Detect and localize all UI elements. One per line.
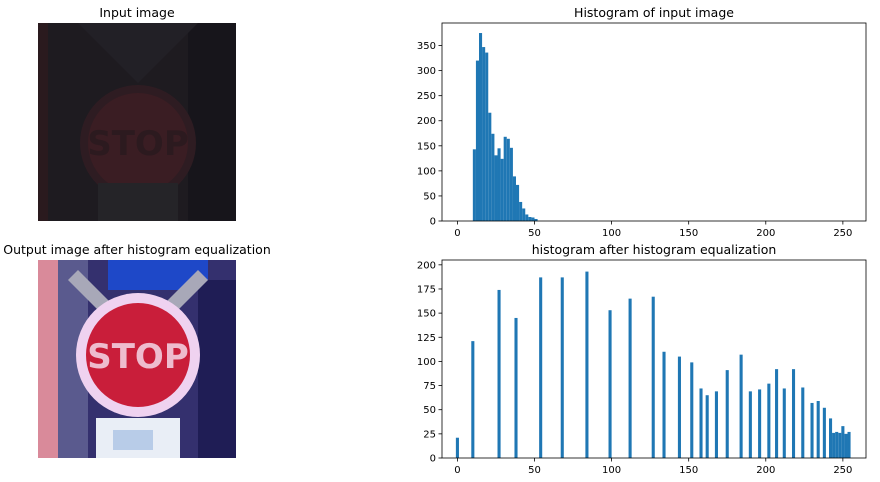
chart1-xtick-label: 150 bbox=[679, 228, 698, 239]
chart2-ytick-label: 75 bbox=[423, 381, 436, 392]
chart2-bar bbox=[832, 432, 836, 458]
chart2-xtick-label: 100 bbox=[602, 465, 621, 476]
chart2-bar bbox=[714, 391, 718, 458]
chart2-bar bbox=[844, 433, 848, 458]
chart1-title: Histogram of input image bbox=[574, 5, 734, 20]
chart2-bar bbox=[816, 401, 820, 458]
chart2-xtick-label: 250 bbox=[833, 465, 852, 476]
output-image-title: Output image after histogram equalizatio… bbox=[3, 242, 271, 257]
chart2-bar bbox=[628, 298, 632, 458]
chart1-xtick-label: 200 bbox=[756, 228, 775, 239]
chart2-bar bbox=[767, 383, 771, 458]
chart2-ytick-label: 50 bbox=[423, 405, 436, 416]
chart2-bar bbox=[705, 395, 709, 458]
input-image: STOP bbox=[38, 23, 236, 221]
chart1-bar bbox=[491, 133, 495, 221]
chart2-bar bbox=[791, 369, 796, 458]
chart2-xtick-label: 0 bbox=[454, 465, 460, 476]
chart1-bar bbox=[509, 147, 513, 221]
chart2-frame bbox=[441, 259, 867, 459]
chart2-bar bbox=[690, 362, 694, 458]
chart2-bar bbox=[699, 388, 703, 458]
chart2-bar bbox=[838, 432, 842, 458]
chart1-bar bbox=[475, 60, 479, 222]
chart1-bar bbox=[482, 47, 486, 222]
chart1-frame bbox=[441, 22, 867, 222]
chart1-bar bbox=[479, 33, 483, 221]
chart2-bar bbox=[725, 370, 729, 458]
chart1-bar bbox=[534, 218, 538, 221]
chart1-bar bbox=[488, 112, 492, 221]
chart2-bar bbox=[822, 407, 826, 458]
chart1-bar bbox=[494, 155, 498, 221]
chart1-ytick-label: 250 bbox=[417, 91, 436, 102]
chart2-bar bbox=[748, 391, 752, 458]
chart2-bar bbox=[801, 387, 805, 458]
chart2-xtick-label: 150 bbox=[679, 465, 698, 476]
chart2-bar bbox=[775, 369, 779, 458]
chart1-xtick-label: 0 bbox=[454, 228, 460, 239]
chart1-ytick-label: 350 bbox=[417, 41, 436, 52]
chart1-bar bbox=[531, 217, 535, 221]
chart2-xtick-label: 50 bbox=[528, 465, 541, 476]
chart2-bar bbox=[662, 351, 666, 458]
chart2-bar bbox=[841, 426, 845, 458]
chart2-ytick-label: 0 bbox=[430, 454, 436, 465]
output-image: STOP bbox=[38, 260, 236, 458]
chart1-bar bbox=[497, 148, 501, 221]
input-image-graphic: STOP bbox=[38, 23, 236, 221]
chart2-bar bbox=[782, 388, 786, 458]
chart2-bar bbox=[835, 431, 839, 458]
chart2-bar bbox=[497, 289, 501, 458]
chart2-bar bbox=[651, 296, 655, 458]
chart2-xtick-label: 200 bbox=[756, 465, 775, 476]
chart1-ytick-label: 200 bbox=[417, 116, 436, 127]
chart1-bar bbox=[485, 52, 489, 221]
chart2-bar bbox=[455, 437, 459, 458]
input-image-title: Input image bbox=[99, 5, 175, 20]
chart2-ytick-label: 100 bbox=[417, 357, 436, 368]
chart1-bar bbox=[519, 201, 523, 221]
chart2-ytick-label: 150 bbox=[417, 309, 436, 320]
output-image-graphic: STOP bbox=[38, 260, 236, 458]
chart1-ytick-label: 50 bbox=[423, 191, 436, 202]
chart1-bar bbox=[528, 216, 532, 221]
chart2-ytick-label: 125 bbox=[417, 333, 436, 344]
chart1-bar bbox=[500, 158, 504, 221]
chart2-bar bbox=[677, 356, 681, 458]
chart2-ytick-label: 200 bbox=[417, 260, 436, 271]
chart2-bar bbox=[829, 418, 833, 458]
svg-text:STOP: STOP bbox=[87, 124, 189, 164]
svg-text:STOP: STOP bbox=[87, 337, 189, 377]
chart1-bar bbox=[472, 149, 476, 221]
chart1-bar bbox=[506, 138, 510, 221]
chart2-bar bbox=[739, 354, 743, 458]
chart1-bar bbox=[516, 184, 520, 221]
chart2-bar bbox=[539, 277, 543, 458]
chart2-ytick-label: 25 bbox=[423, 429, 436, 440]
chart1-xtick-label: 50 bbox=[528, 228, 541, 239]
chart2-bar bbox=[608, 310, 612, 458]
chart2-bar bbox=[810, 402, 814, 458]
chart2-bar bbox=[758, 389, 762, 458]
chart2-title: histogram after histogram equalization bbox=[532, 242, 777, 257]
chart1-ytick-label: 300 bbox=[417, 66, 436, 77]
chart2-bar bbox=[585, 271, 589, 458]
chart2-ytick-label: 175 bbox=[417, 284, 436, 295]
chart1-bar bbox=[525, 214, 529, 221]
chart2-bar bbox=[560, 277, 564, 458]
chart2-bar bbox=[471, 341, 475, 458]
chart1-bar bbox=[503, 136, 507, 221]
chart1-ytick-label: 0 bbox=[430, 217, 436, 228]
chart1-xtick-label: 100 bbox=[602, 228, 621, 239]
chart1-ytick-label: 150 bbox=[417, 141, 436, 152]
chart1-ytick-label: 100 bbox=[417, 166, 436, 177]
chart1-bar bbox=[512, 176, 516, 221]
chart1-xtick-label: 250 bbox=[833, 228, 852, 239]
chart2-bar bbox=[514, 317, 518, 458]
chart2-bar bbox=[847, 431, 851, 458]
chart1-bar bbox=[522, 208, 526, 221]
